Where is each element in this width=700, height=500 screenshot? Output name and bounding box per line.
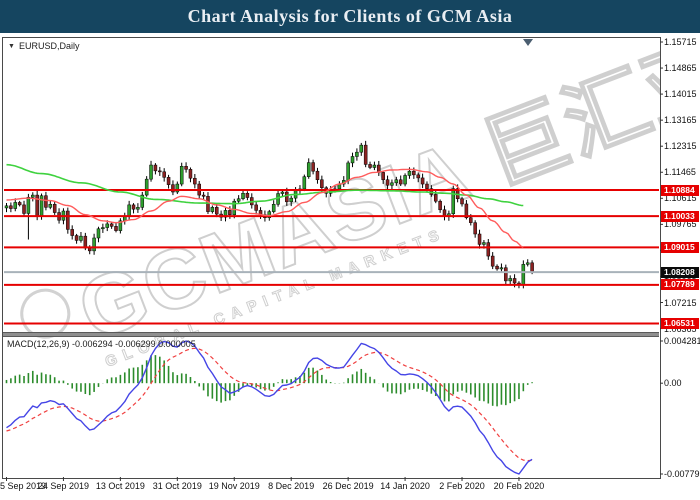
date-axis-label: 13 Oct 2019 (95, 481, 145, 491)
date-axis-label: 5 Sep 2019 (0, 481, 47, 491)
current-price-tag: 1.08208 (661, 266, 699, 278)
price-axis-label: 1.13165 (664, 115, 697, 126)
symbol-label-text: EURUSD,Daily (18, 41, 80, 51)
macd-axis-label: 0.00 (664, 378, 682, 389)
panel-separator[interactable] (3, 332, 659, 337)
price-axis-label: 1.15715 (664, 37, 697, 47)
macd-indicator-label: MACD(12,26,9) -0.006294 -0.006299 0.0000… (7, 339, 196, 349)
date-axis-label: 20 Feb 2020 (493, 481, 545, 491)
price-axis-label: 1.12315 (664, 141, 697, 152)
symbol-label[interactable]: ▼ EURUSD,Daily (8, 41, 79, 51)
page-title: Chart Analysis for Clients of GCM Asia (187, 6, 513, 26)
price-axis-label: 1.14015 (664, 89, 697, 100)
date-axis-label: 26 Dec 2019 (322, 481, 374, 491)
chevron-down-icon: ▼ (8, 42, 15, 50)
chart-window: GCMASIA 巨汇亚洲 GLOBAL CAPITAL MARKETS (2, 37, 661, 479)
price-axis-label: 1.14865 (664, 63, 697, 74)
date-axis-label: 24 Sep 2019 (37, 481, 89, 491)
date-axis-label: 8 Dec 2019 (268, 481, 315, 491)
price-axis-label: 1.11465 (664, 167, 696, 178)
price-line-tag: 1.07789 (661, 279, 699, 291)
date-axis-label: 19 Nov 2019 (208, 481, 260, 491)
title-bar: Chart Analysis for Clients of GCM Asia (0, 0, 700, 33)
date-axis-label: 2 Feb 2020 (439, 481, 485, 491)
price-line-tag: 1.09015 (661, 241, 699, 253)
date-axis-label: 31 Oct 2019 (152, 481, 202, 491)
price-axis-label: 1.09765 (664, 219, 697, 230)
date-axis-label: 14 Jan 2020 (380, 481, 430, 491)
price-axis-label: 1.10615 (664, 193, 697, 204)
price-line-tag: 1.10884 (661, 184, 699, 196)
price-axis[interactable]: 1.15715 1.14865 1.14015 1.13165 1.12315 1.114… (661, 37, 700, 479)
price-line-tag: 1.10033 (661, 210, 699, 222)
macd-axis-label: -0.007799 (664, 469, 700, 479)
watermark-text: GCMASIA 巨汇亚洲 (10, 38, 660, 380)
date-axis[interactable]: 5 Sep 2019 24 Sep 2019 13 Oct 2019 31 Oct 2… (0, 479, 660, 499)
macd-axis-label: 0.004281 (664, 336, 700, 346)
watermark-subtext: GLOBAL CAPITAL MARKETS (102, 224, 448, 371)
chart-shift-marker-icon[interactable] (523, 39, 533, 46)
price-line-tag: 1.06531 (661, 317, 699, 329)
price-axis-label: 1.07215 (664, 297, 697, 308)
